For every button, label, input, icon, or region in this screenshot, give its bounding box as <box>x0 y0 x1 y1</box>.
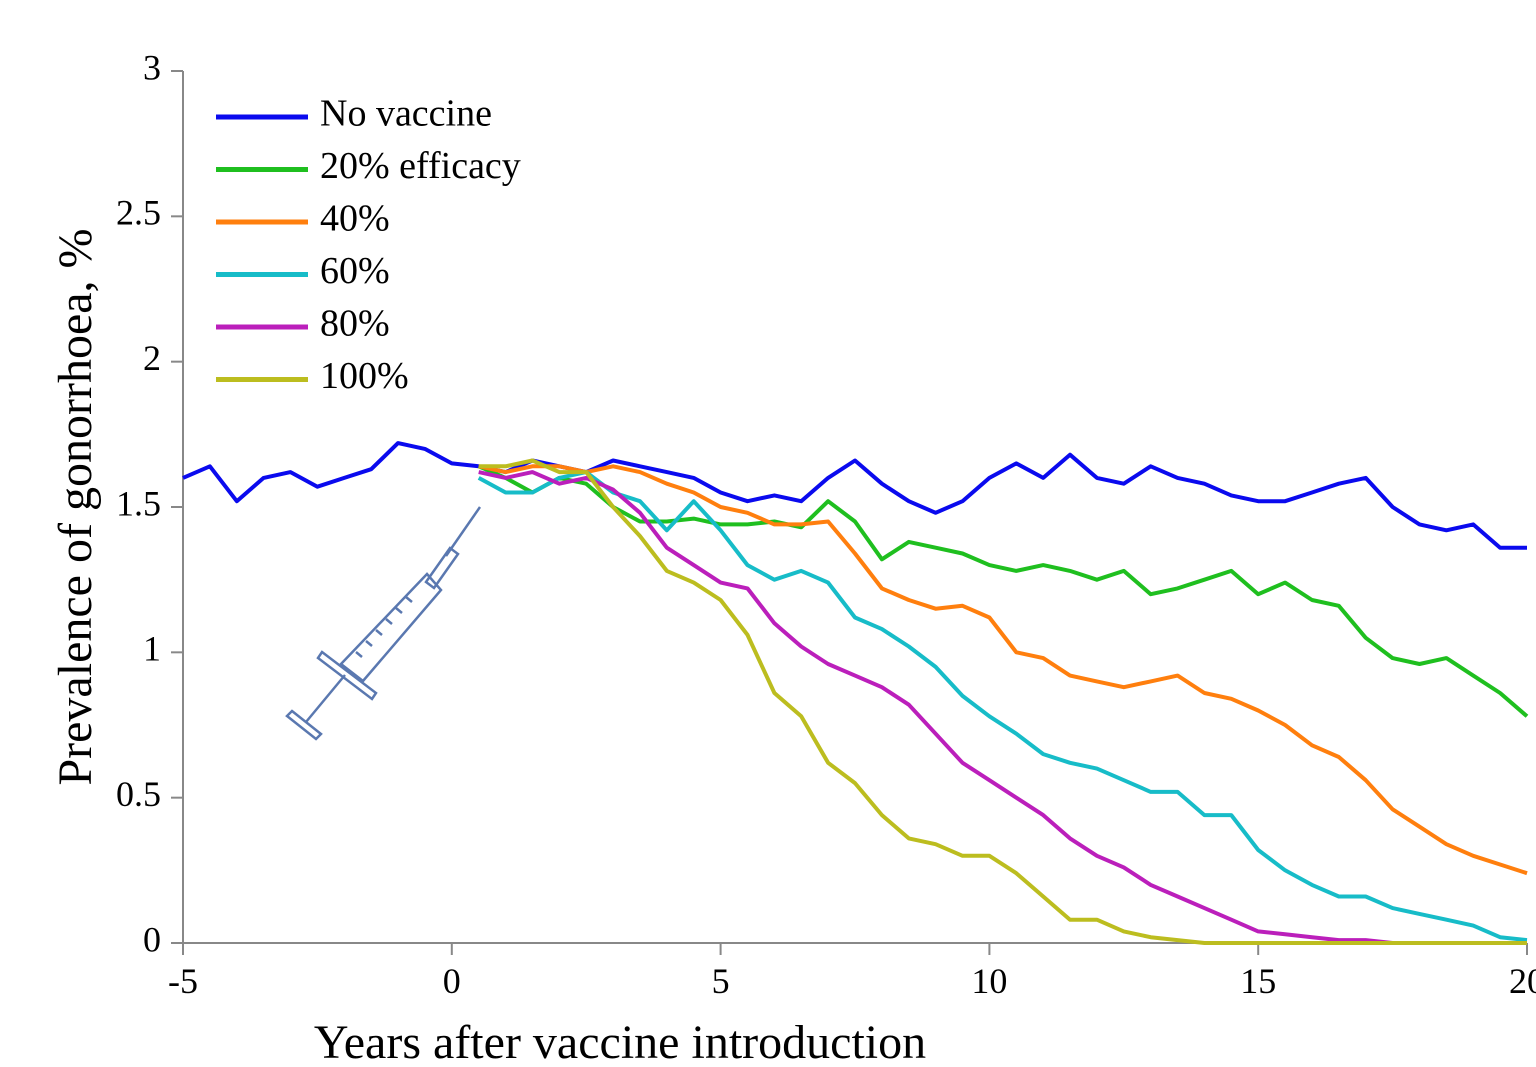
legend-label: 20% efficacy <box>320 145 521 187</box>
y-tick-label: 2 <box>143 338 161 378</box>
legend-label: 100% <box>320 355 409 397</box>
legend-label: No vaccine <box>320 93 492 135</box>
y-tick-label: 2.5 <box>116 193 161 233</box>
series-line <box>478 464 1528 876</box>
y-axis-label: Prevalence of gonorrhoea, % <box>49 228 102 785</box>
syringe-icon <box>285 506 482 741</box>
x-axis-label: Years after vaccine introduction <box>314 1016 926 1067</box>
y-tick-label: 0.5 <box>116 774 161 814</box>
x-tick-label: -5 <box>168 961 198 1001</box>
series-line <box>478 458 1527 945</box>
series-line <box>477 464 1529 718</box>
x-tick-label: 20 <box>1509 961 1536 1001</box>
x-tick-label: 0 <box>443 961 461 1001</box>
y-tick-label: 0 <box>143 919 161 959</box>
x-tick-label: 10 <box>971 961 1007 1001</box>
y-tick-label: 3 <box>143 47 161 87</box>
y-tick-label: 1 <box>143 629 161 669</box>
series-line <box>182 441 1527 550</box>
series-line <box>478 470 1527 945</box>
series-line <box>477 470 1528 943</box>
x-tick-label: 15 <box>1240 961 1276 1001</box>
legend-label: 60% <box>320 250 390 292</box>
legend-label: 80% <box>320 303 390 345</box>
x-tick-label: 5 <box>712 961 730 1001</box>
legend-label: 40% <box>320 198 390 240</box>
y-tick-label: 1.5 <box>116 483 161 523</box>
